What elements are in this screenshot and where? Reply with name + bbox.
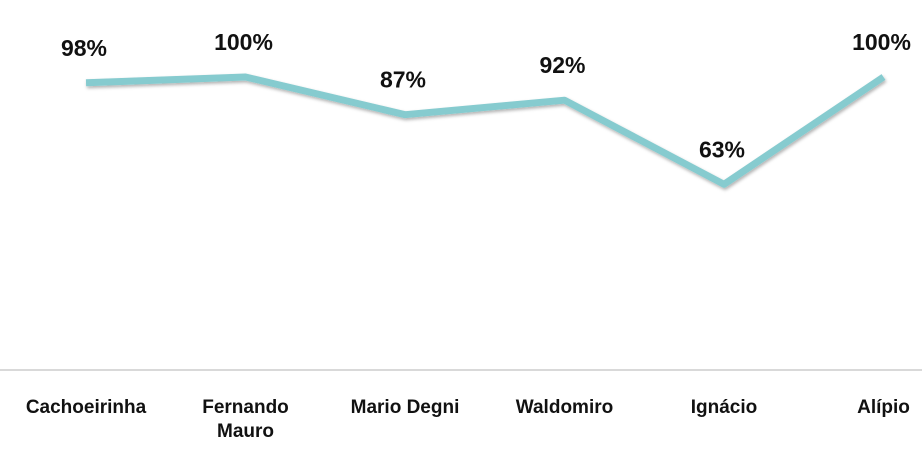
line	[85, 73, 886, 188]
x-tick-label: Cachoeirinha	[25, 397, 147, 418]
x-tick-label: Mario Degni	[350, 397, 460, 418]
x-tick-label: Fernando Mauro	[202, 397, 289, 442]
x-tick-label: Ignácio	[690, 397, 758, 418]
data-label: 87%	[380, 67, 426, 93]
x-tick-label: Waldomiro	[515, 397, 614, 418]
x-tick-label: Alípio	[857, 397, 910, 418]
data-label: 63%	[699, 136, 745, 162]
data-label: 100%	[214, 29, 273, 55]
data-label: 98%	[61, 35, 107, 61]
data-label: 92%	[539, 52, 585, 78]
data-label: 100%	[852, 29, 911, 55]
